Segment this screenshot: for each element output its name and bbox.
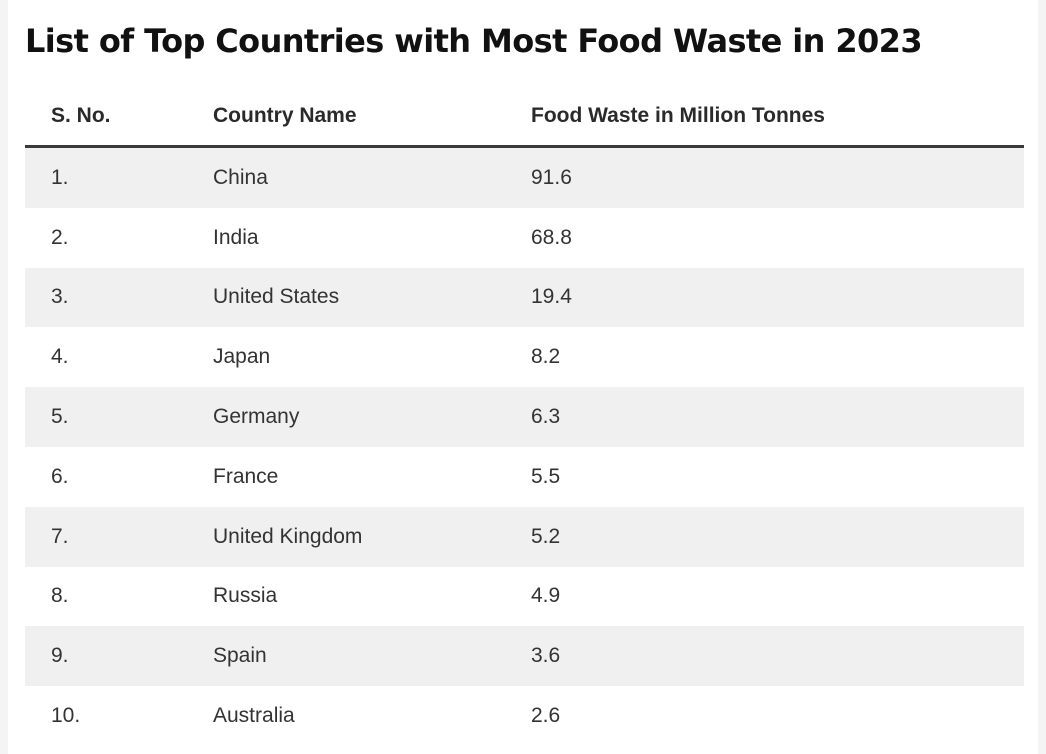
food-waste-table: S. No. Country Name Food Waste in Millio… — [25, 87, 1024, 746]
table-header: S. No. Country Name Food Waste in Millio… — [25, 87, 1024, 148]
table-row: 10. Australia 2.6 — [25, 686, 1024, 746]
cell-serial-number: 4. — [51, 345, 69, 369]
cell-food-waste: 4.9 — [531, 584, 561, 608]
header-country-name: Country Name — [187, 87, 505, 148]
cell-serial-number: 5. — [25, 387, 187, 447]
cell-food-waste: 68.8 — [531, 225, 572, 249]
cell-country-name: India — [213, 225, 259, 249]
cell-serial-number: 10. — [51, 704, 81, 728]
cell-serial-number: 6. — [51, 464, 69, 488]
table-header-row: S. No. Country Name Food Waste in Millio… — [25, 87, 1024, 148]
table-row: 3. United States 19.4 — [25, 267, 1024, 328]
cell-country-name: Japan — [213, 345, 271, 369]
cell-food-waste: 8.2 — [531, 345, 561, 369]
cell-serial-number: 1. — [25, 146, 187, 208]
cell-serial-number: 8. — [51, 584, 69, 608]
cell-serial-number: 2. — [51, 225, 69, 249]
cell-food-waste: 3.6 — [505, 626, 1024, 687]
cell-country-name: Germany — [187, 387, 505, 447]
cell-country-name: China — [187, 146, 505, 208]
cell-serial-number: 9. — [25, 626, 187, 687]
cell-food-waste: 5.2 — [505, 506, 1024, 567]
table-row: 9. Spain 3.6 — [25, 626, 1024, 687]
cell-country-name: Spain — [187, 626, 505, 687]
table-row: 5. Germany 6.3 — [25, 387, 1024, 447]
cell-food-waste: 91.6 — [505, 146, 1024, 208]
cell-country-name: France — [213, 464, 279, 488]
table-body: 1. China 91.6 2. India 68.8 3. United St… — [25, 146, 1024, 746]
table-row: 1. China 91.6 — [25, 146, 1024, 208]
cell-serial-number: 7. — [25, 506, 187, 567]
cell-food-waste: 19.4 — [505, 267, 1024, 328]
table-row: 4. Japan 8.2 — [25, 327, 1024, 387]
table-row: 2. India 68.8 — [25, 208, 1024, 268]
cell-food-waste: 6.3 — [505, 387, 1024, 447]
header-serial-number: S. No. — [25, 87, 187, 148]
food-waste-table-container: S. No. Country Name Food Waste in Millio… — [25, 87, 1024, 746]
table-row: 7. United Kingdom 5.2 — [25, 506, 1024, 567]
cell-serial-number: 3. — [25, 267, 187, 328]
cell-food-waste: 2.6 — [531, 704, 561, 728]
cell-country-name: United Kingdom — [187, 506, 505, 567]
header-food-waste: Food Waste in Million Tonnes — [505, 87, 1024, 148]
cell-country-name: Australia — [213, 704, 295, 728]
cell-country-name: United States — [187, 267, 505, 328]
table-row: 8. Russia 4.9 — [25, 567, 1024, 627]
cell-country-name: Russia — [213, 584, 278, 608]
page-title: List of Top Countries with Most Food Was… — [25, 22, 923, 60]
page-content: List of Top Countries with Most Food Was… — [8, 0, 1038, 754]
table-row: 6. France 5.5 — [25, 447, 1024, 507]
cell-food-waste: 5.5 — [531, 464, 561, 488]
